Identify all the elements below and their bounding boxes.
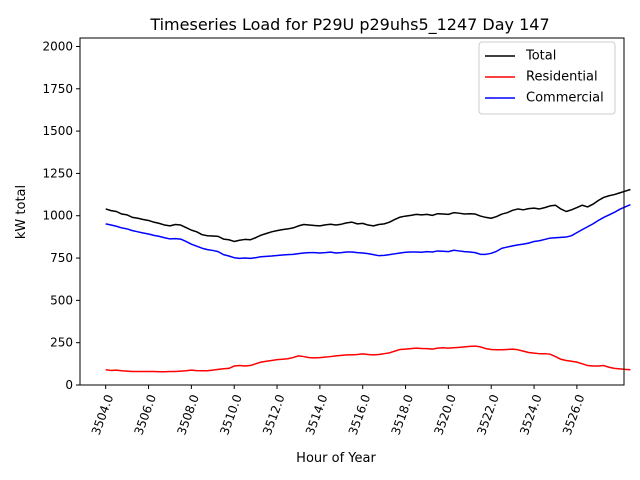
legend-label-total: Total	[525, 49, 556, 64]
x-axis-label: Hour of Year	[296, 451, 376, 466]
y-tick-label: 1000	[42, 209, 73, 223]
series-line-total	[105, 188, 631, 243]
legend: Total Residential Commercial	[478, 41, 616, 115]
y-axis: 0 250 500 750 1000 1250 1500 1750 2000	[42, 39, 80, 392]
chart-title: Timeseries Load for P29U p29uhs5_1247 Da…	[149, 15, 549, 35]
series-line-commercial	[105, 204, 631, 260]
y-tick-label: 250	[50, 336, 73, 350]
y-tick-label: 500	[50, 293, 73, 307]
y-tick-label: 2000	[42, 39, 73, 53]
y-tick-label: 1500	[42, 124, 73, 138]
y-tick-label: 750	[50, 251, 73, 265]
legend-label-residential: Residential	[526, 70, 598, 85]
legend-box	[478, 41, 616, 115]
y-tick-label: 0	[65, 378, 73, 392]
y-tick-label: 1750	[42, 82, 73, 96]
legend-label-commercial: Commercial	[526, 91, 604, 106]
y-axis-label: kW total	[14, 185, 29, 239]
y-tick-label: 1250	[42, 166, 73, 180]
series-line-residential	[105, 345, 631, 373]
plot-frame	[79, 37, 625, 386]
lines-layer	[105, 188, 631, 373]
